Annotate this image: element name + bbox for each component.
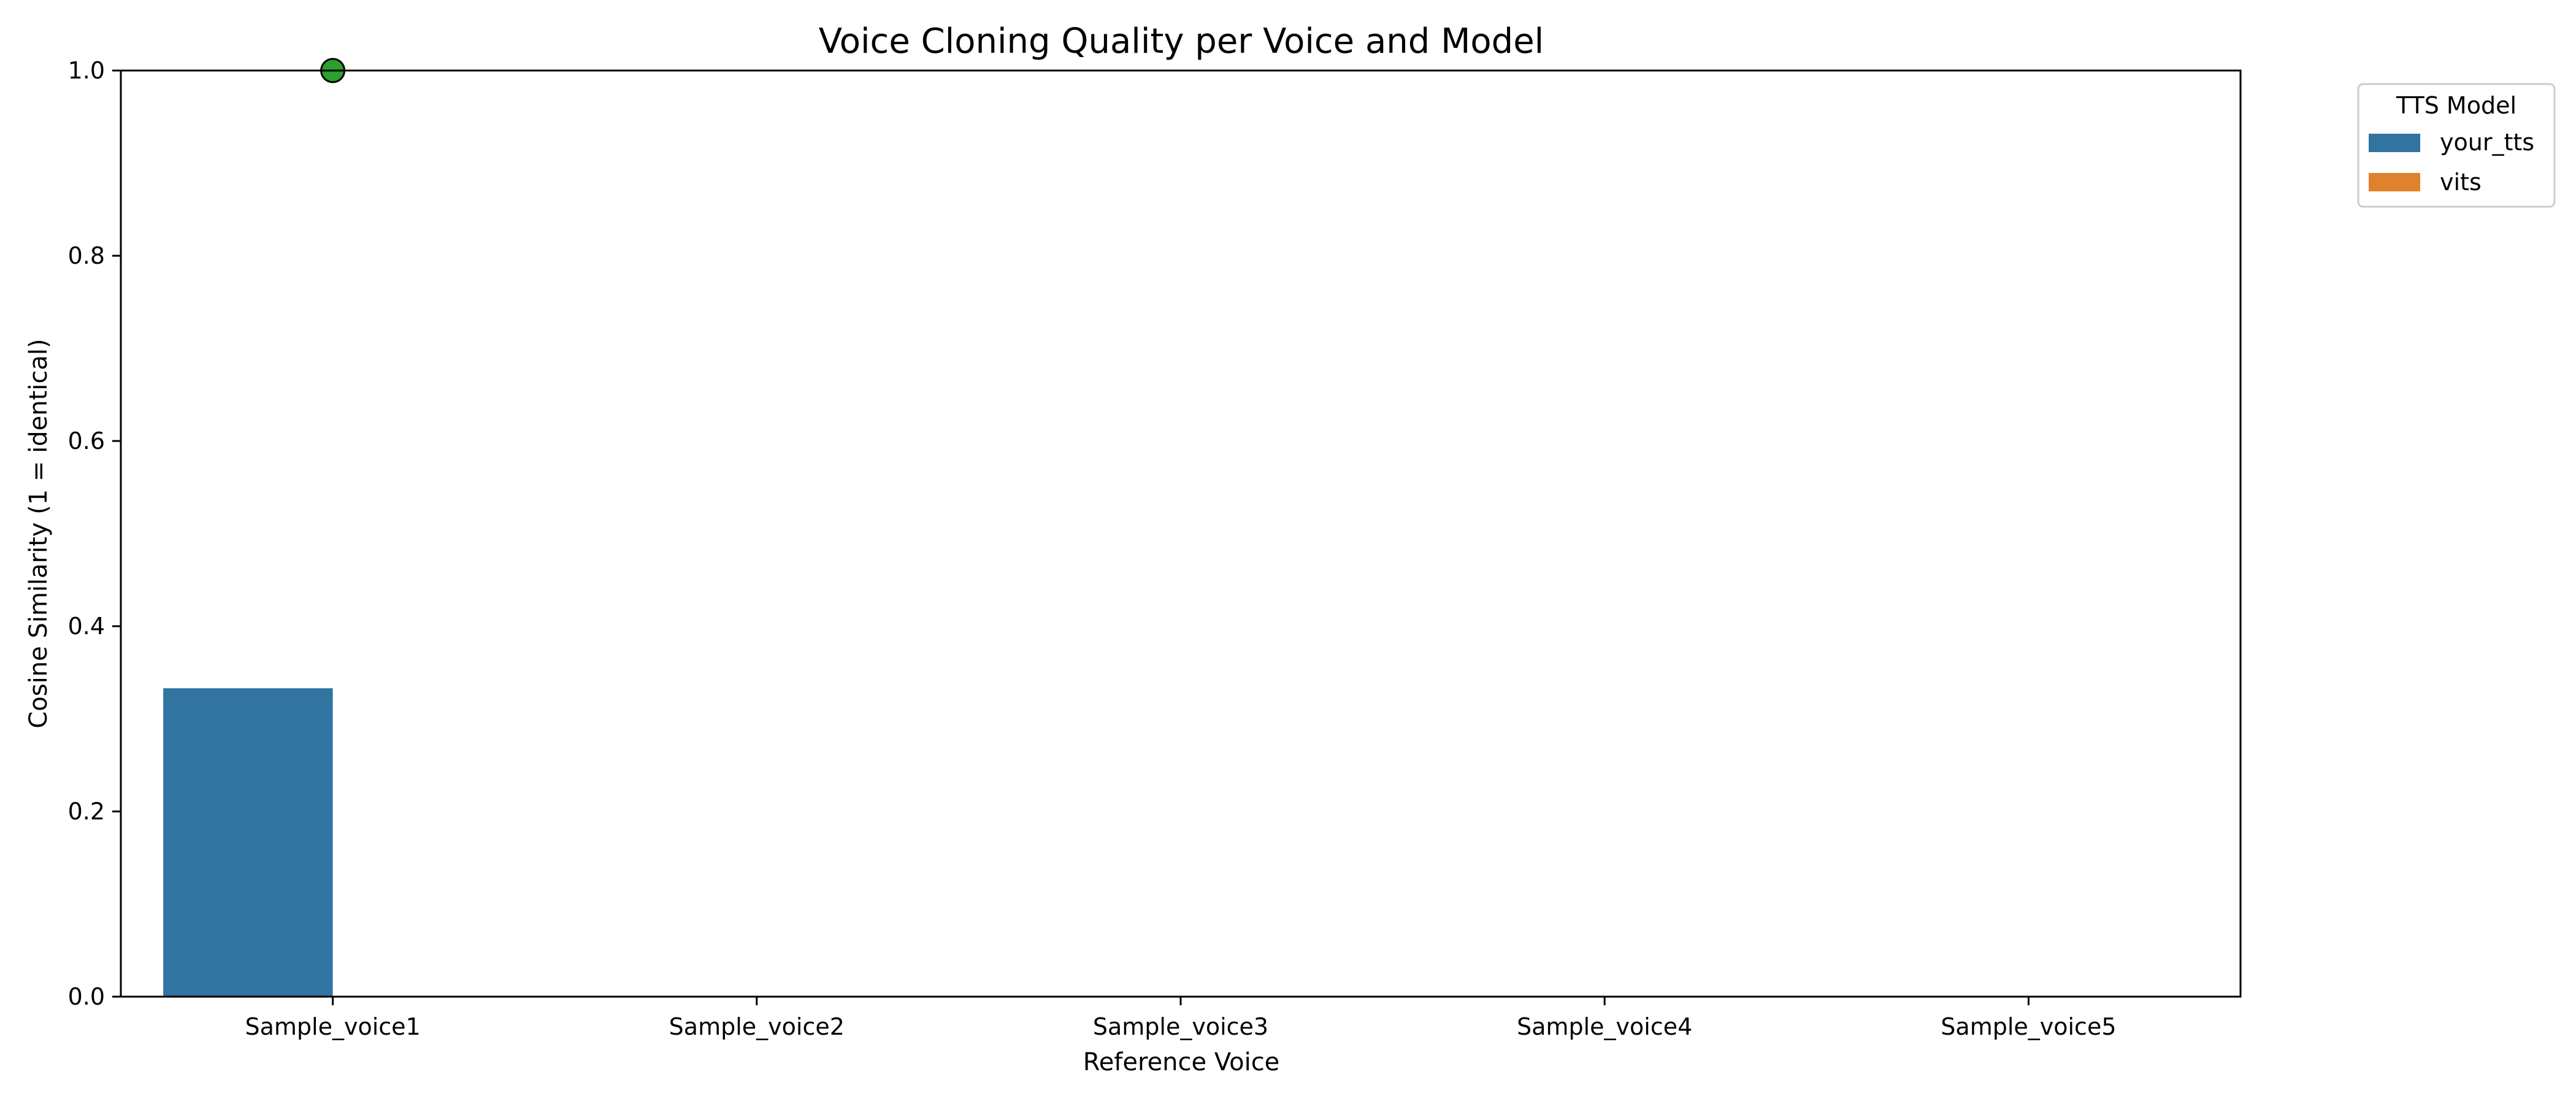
legend-label-vits: vits [2440,169,2482,196]
legend-swatch-vits [2369,173,2420,191]
legend-title: TTS Model [2396,92,2517,119]
x-axis-label: Reference Voice [1083,1048,1280,1076]
legend: TTS Model your_tts vits [2357,83,2556,208]
x-axis: Sample_voice1 Sample_voice2 Sample_voice3 S… [245,997,2117,1040]
y-tick-label: 0.0 [68,983,105,1010]
x-tick-label: Sample_voice1 [245,1013,420,1040]
chart-title: Voice Cloning Quality per Voice and Mode… [819,21,1544,61]
x-tick-label: Sample_voice3 [1093,1013,1268,1040]
y-axis: 0.0 0.2 0.4 0.6 0.8 1.0 [68,57,121,1010]
y-tick-label: 0.4 [68,613,105,640]
bar-your-tts-sample-voice1 [163,688,333,997]
bars-layer [163,688,333,997]
y-tick-label: 0.8 [68,242,105,269]
x-tick-label: Sample_voice4 [1517,1013,1692,1040]
y-tick-label: 1.0 [68,57,105,84]
legend-label-your-tts: your_tts [2440,129,2534,156]
y-tick-label: 0.2 [68,798,105,825]
legend-swatch-your-tts [2369,134,2420,152]
x-tick-label: Sample_voice5 [1941,1013,2116,1040]
y-axis-label: Cosine Similarity (1 = identical) [25,339,53,728]
y-tick-label: 0.6 [68,427,105,454]
x-tick-label: Sample_voice2 [669,1013,845,1040]
